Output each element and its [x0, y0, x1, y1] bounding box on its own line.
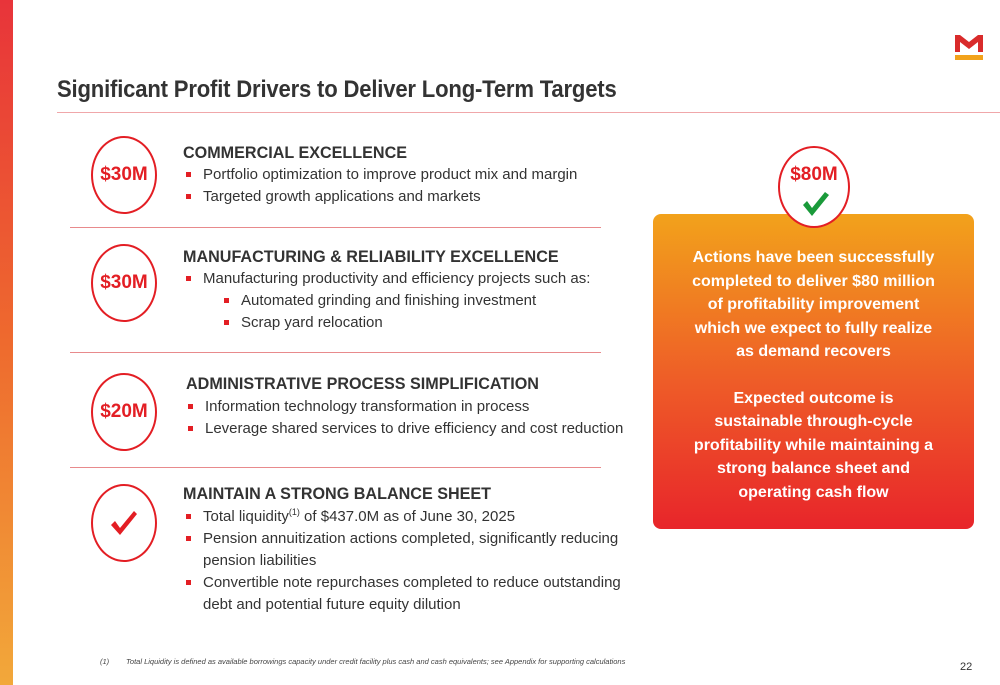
manufacturing-value-badge: $30M: [91, 244, 157, 322]
list-item: Convertible note repurchases completed t…: [184, 572, 624, 616]
checkmark-icon: [111, 511, 137, 535]
page-number: 22: [960, 661, 973, 673]
section-divider: [70, 467, 601, 468]
administrative-value-badge: $20M: [91, 373, 157, 451]
section-divider: [70, 352, 601, 353]
list-item: Scrap yard relocation: [222, 312, 590, 334]
commercial-bullets: Portfolio optimization to improve produc…: [184, 164, 577, 208]
footnote-marker: (1): [100, 657, 110, 666]
side-accent-bar: [0, 0, 13, 685]
administrative-bullets: Information technology transformation in…: [186, 396, 623, 440]
list-item: Automated grinding and finishing investm…: [222, 290, 590, 312]
manufacturing-heading: MANUFACTURING & RELIABILITY EXCELLENCE: [183, 247, 559, 266]
summary-text: Actions have been successfully completed…: [653, 246, 974, 504]
list-item: Portfolio optimization to improve produc…: [184, 164, 577, 186]
logo-icon: [955, 35, 983, 60]
page-title: Significant Profit Drivers to Deliver Lo…: [57, 76, 617, 103]
list-item: Information technology transformation in…: [186, 396, 623, 418]
list-item: Leverage shared services to drive effici…: [186, 418, 623, 440]
summary-panel: [653, 214, 974, 529]
balance-sheet-check-badge: [91, 484, 157, 562]
checkmark-icon: [803, 192, 829, 216]
footnote-text: Total Liquidity is defined as available …: [126, 657, 626, 666]
title-divider: [57, 112, 1000, 113]
balance-sheet-heading: MAINTAIN A STRONG BALANCE SHEET: [183, 484, 492, 503]
total-value-badge: $80M: [778, 146, 850, 228]
total-value: $80M: [790, 164, 838, 185]
list-item: Manufacturing productivity and efficienc…: [184, 268, 590, 290]
list-item: Total liquidity(1) of $437.0M as of June…: [184, 506, 624, 528]
list-item: Pension annuitization actions completed,…: [184, 528, 624, 572]
summary-paragraph-2: Expected outcome is sustainable through-…: [693, 389, 934, 501]
list-item: Targeted growth applications and markets: [184, 186, 577, 208]
balance-sheet-bullets: Total liquidity(1) of $437.0M as of June…: [184, 506, 624, 616]
section-divider: [70, 227, 601, 228]
administrative-heading: ADMINISTRATIVE PROCESS SIMPLIFICATION: [186, 374, 539, 393]
summary-paragraph-1: Actions have been successfully completed…: [692, 249, 935, 360]
manufacturing-bullets: Manufacturing productivity and efficienc…: [184, 268, 590, 334]
commercial-heading: COMMERCIAL EXCELLENCE: [183, 143, 408, 162]
commercial-value-badge: $30M: [91, 136, 157, 214]
